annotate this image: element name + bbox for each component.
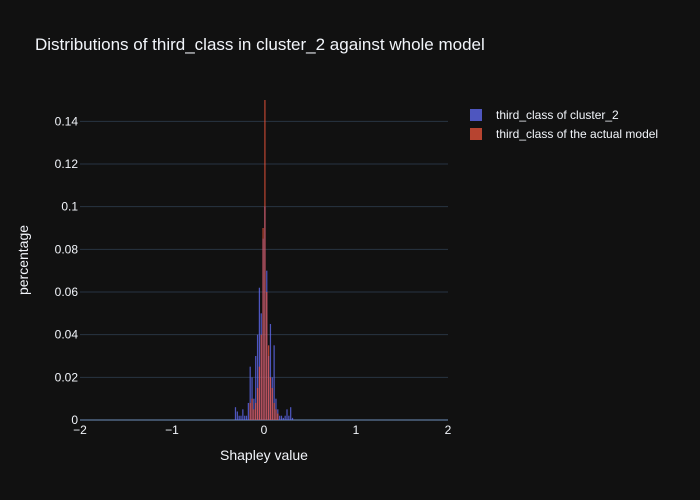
bar-series-2[interactable] bbox=[273, 402, 275, 420]
x-tick-label: −1 bbox=[165, 423, 179, 437]
bar-series-1[interactable] bbox=[253, 398, 255, 420]
y-tick-label: 0 bbox=[71, 413, 78, 427]
y-tick-label: 0.08 bbox=[55, 242, 79, 256]
bar-series-2[interactable] bbox=[262, 228, 264, 420]
bar-series-2[interactable] bbox=[266, 292, 268, 420]
x-tick-label: 0 bbox=[261, 423, 268, 437]
bar-series-2[interactable] bbox=[269, 377, 272, 420]
bar-series-1[interactable] bbox=[288, 415, 290, 420]
bar-series-1[interactable] bbox=[284, 415, 286, 420]
bar-series-2[interactable] bbox=[267, 345, 270, 420]
x-tick-label: −2 bbox=[73, 423, 87, 437]
chart-title: Distributions of third_class in cluster_… bbox=[35, 35, 485, 54]
bar-series-1[interactable] bbox=[245, 415, 248, 420]
bar-series-2[interactable] bbox=[253, 409, 255, 420]
bar-series-1[interactable] bbox=[242, 409, 244, 420]
bar-series-1[interactable] bbox=[273, 345, 275, 420]
bar-series-2[interactable] bbox=[260, 334, 262, 420]
bar-series-2[interactable] bbox=[255, 402, 257, 420]
bar-series-1[interactable] bbox=[291, 417, 294, 420]
x-axis-title: Shapley value bbox=[220, 447, 308, 463]
bar-series-2[interactable] bbox=[277, 413, 279, 420]
bar-series-1[interactable] bbox=[244, 415, 246, 420]
y-tick-label: 0.1 bbox=[61, 200, 78, 214]
bar-series-1[interactable] bbox=[236, 411, 238, 420]
y-axis-title: percentage bbox=[15, 225, 31, 295]
bar-series-1[interactable] bbox=[255, 356, 257, 420]
bar-series-1[interactable] bbox=[256, 334, 259, 420]
bar-series-1[interactable] bbox=[249, 366, 251, 420]
bar-series-1[interactable] bbox=[279, 415, 281, 420]
legend-swatch-series-2 bbox=[470, 128, 482, 140]
legend-label-series-1[interactable]: third_class of cluster_2 bbox=[496, 108, 619, 122]
bar-series-2[interactable] bbox=[256, 388, 259, 420]
bar-series-2[interactable] bbox=[258, 366, 261, 420]
y-tick-label: 0.06 bbox=[55, 285, 79, 299]
x-tick-label: 2 bbox=[445, 423, 452, 437]
x-tick-label: 1 bbox=[353, 423, 360, 437]
bar-series-1[interactable] bbox=[240, 415, 242, 420]
y-tick-label: 0.12 bbox=[55, 157, 79, 171]
y-tick-label: 0.14 bbox=[55, 114, 79, 128]
bar-series-1[interactable] bbox=[286, 409, 288, 420]
bar-series-2[interactable] bbox=[251, 398, 253, 420]
legend-swatch-series-1 bbox=[470, 109, 482, 121]
bar-series-2[interactable] bbox=[249, 402, 251, 420]
legend-label-series-2[interactable]: third_class of the actual model bbox=[496, 127, 658, 141]
bars-layer bbox=[234, 100, 294, 420]
gridlines bbox=[80, 120, 448, 378]
bar-series-1[interactable] bbox=[234, 407, 237, 420]
y-tick-label: 0.02 bbox=[55, 370, 79, 384]
bar-series-2[interactable] bbox=[275, 409, 277, 420]
legend[interactable]: third_class of cluster_2 third_class of t… bbox=[470, 108, 658, 141]
bar-series-1[interactable] bbox=[247, 402, 249, 420]
bar-series-1[interactable] bbox=[282, 417, 284, 420]
y-tick-label: 0.04 bbox=[55, 328, 79, 342]
bar-series-1[interactable] bbox=[290, 407, 292, 420]
bar-series-2[interactable] bbox=[271, 388, 273, 420]
bar-series-1[interactable] bbox=[238, 415, 240, 420]
tick-labels-layer: −2 −1 0 1 2 0 0.02 0.04 0.06 0.08 0.1 0.12 0.14 bbox=[55, 114, 452, 437]
bar-series-1[interactable] bbox=[275, 398, 277, 420]
bar-series-1[interactable] bbox=[280, 415, 283, 420]
bar-series-1[interactable] bbox=[269, 324, 272, 420]
bar-series-2[interactable] bbox=[264, 100, 266, 420]
bar-series-1[interactable] bbox=[258, 287, 261, 420]
